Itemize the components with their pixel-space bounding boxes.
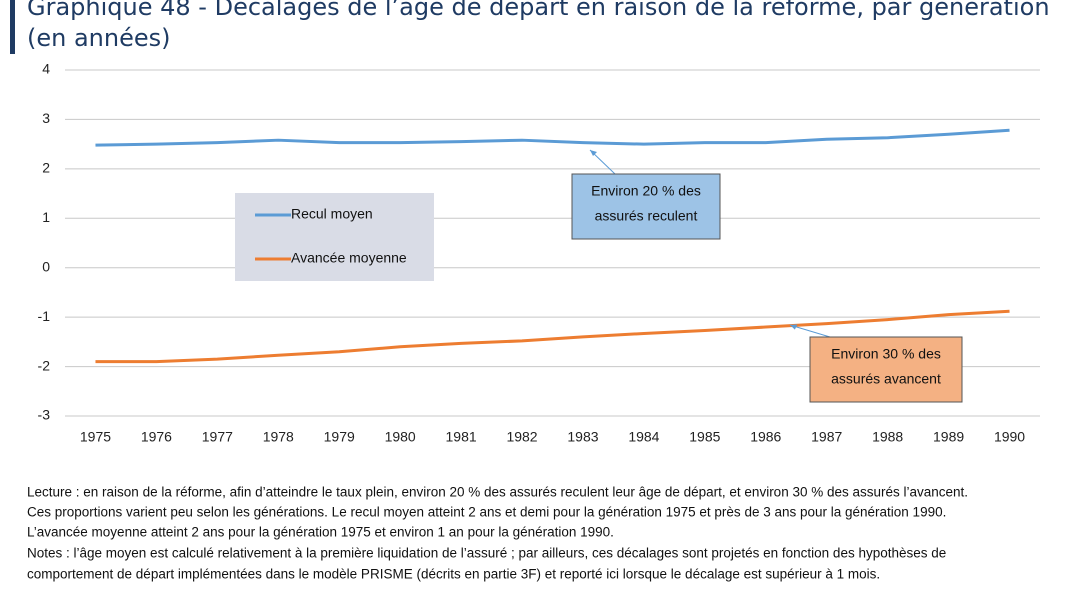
x-tick-label: 1985: [689, 429, 720, 445]
y-tick-label: 3: [42, 110, 50, 126]
legend-box: [235, 193, 434, 281]
x-tick-label: 1975: [80, 429, 111, 445]
x-tick-label: 1976: [141, 429, 172, 445]
data-line: [95, 128, 1010, 147]
annotation-box: [809, 336, 963, 403]
title-bar: [10, 0, 15, 54]
y-tick-label: -1: [38, 308, 51, 324]
chart-title: Graphique 48 - Décalages de l’âge de dép…: [27, 0, 1050, 21]
annotation-arrowhead: [790, 324, 798, 330]
note-line: Lecture : en raison de la réforme, afin …: [27, 485, 968, 500]
y-tick-label: 1: [42, 209, 50, 225]
x-tick-label: 1986: [750, 429, 781, 445]
legend-label: Avancée moyenne: [291, 250, 407, 266]
y-tick-label: -2: [38, 357, 51, 373]
x-tick-label: 1979: [324, 429, 355, 445]
annotation-arrow: [789, 324, 831, 338]
note-line: Ces proportions varient peu selon les gé…: [27, 505, 946, 520]
x-tick-label: 1988: [872, 429, 903, 445]
x-tick-label: 1977: [202, 429, 233, 445]
note-line: L’avancée moyenne atteint 2 ans pour la …: [27, 525, 614, 540]
x-tick-label: 1990: [994, 429, 1025, 445]
y-tick-label: 4: [42, 61, 50, 77]
annotation-text: assurés avancent: [831, 371, 941, 387]
annotation-text: assurés reculent: [595, 208, 698, 224]
x-tick-label: 1981: [446, 429, 477, 445]
y-tick-label: 2: [42, 160, 50, 176]
x-tick-label: 1982: [506, 429, 537, 445]
annotation-text: Environ 20 % des: [591, 183, 701, 199]
note-line: comportement de départ implémentées dans…: [27, 567, 880, 582]
y-tick-label: -3: [38, 407, 51, 423]
y-tick-label: 0: [42, 258, 50, 274]
x-tick-label: 1983: [567, 429, 598, 445]
x-tick-label: 1989: [933, 429, 964, 445]
x-tick-label: 1978: [263, 429, 294, 445]
chart-title: (en années): [27, 24, 171, 52]
legend-label: Recul moyen: [291, 206, 373, 222]
annotation-text: Environ 30 % des: [831, 346, 941, 362]
annotation-box: [571, 173, 721, 240]
x-tick-label: 1987: [811, 429, 842, 445]
x-tick-label: 1980: [385, 429, 416, 445]
annotation-arrowhead: [590, 150, 597, 156]
x-tick-label: 1984: [628, 429, 659, 445]
data-line: [95, 309, 1010, 364]
note-line: Notes : l’âge moyen est calculé relative…: [27, 546, 946, 561]
